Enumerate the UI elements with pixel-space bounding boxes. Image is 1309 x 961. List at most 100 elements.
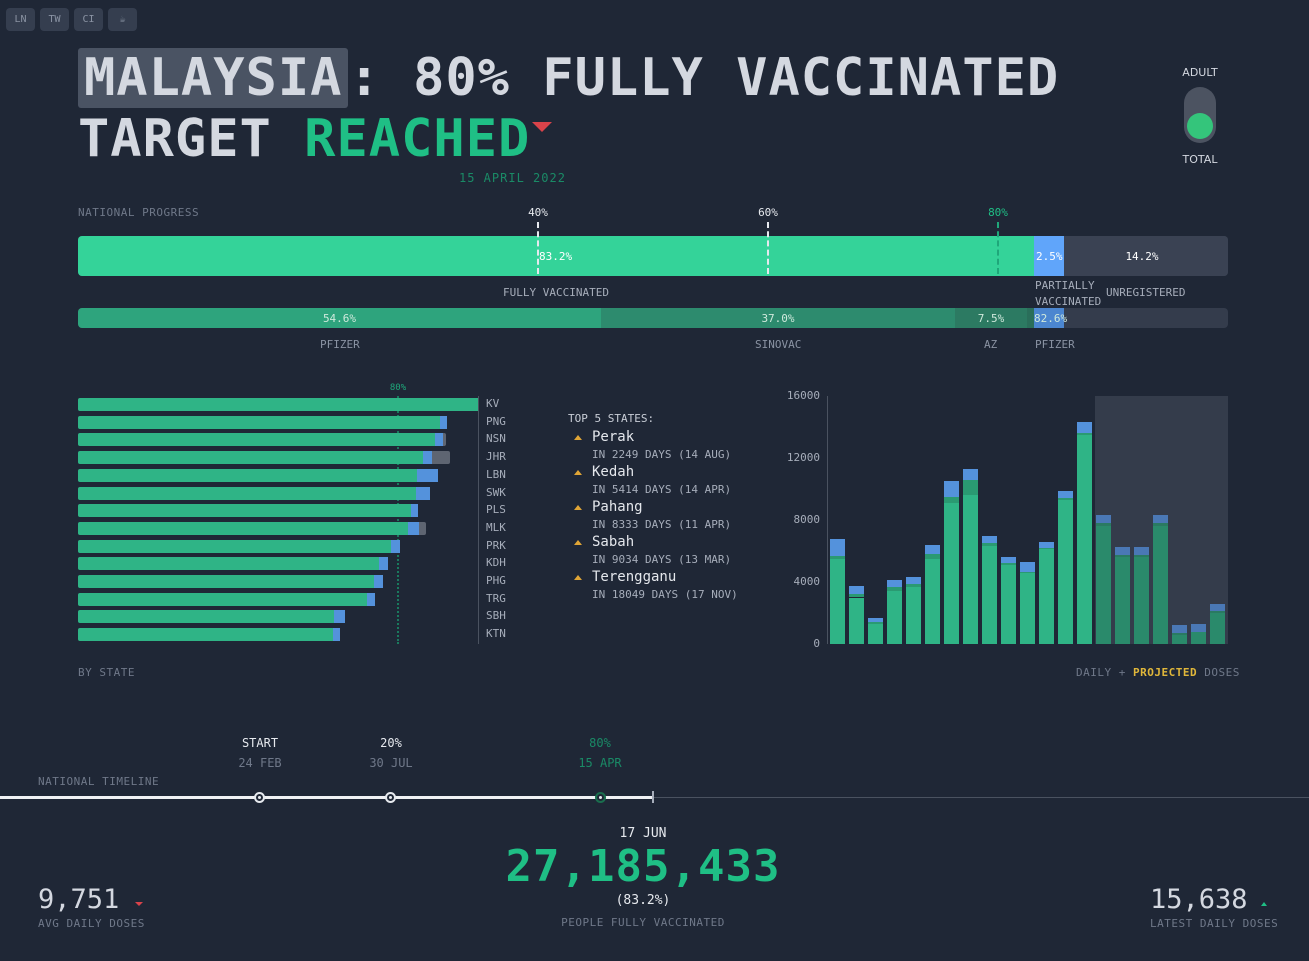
state-code-label: PLS	[486, 503, 506, 517]
state-eta: IN 9034 DAYS (13 MAR)	[592, 553, 732, 566]
state-bar-row[interactable]	[78, 398, 478, 411]
latest-daily-stat: 15,638 LATEST DAILY DOSES	[1150, 884, 1278, 930]
timeline-handle[interactable]	[652, 791, 654, 803]
fully-segment	[78, 468, 418, 482]
state-bar-row[interactable]	[78, 539, 400, 553]
caret-down-icon[interactable]	[532, 122, 553, 132]
caption-doses: DOSES	[1204, 666, 1240, 679]
daily-bar-segment	[1077, 422, 1092, 434]
state-bar-row[interactable]	[78, 468, 438, 482]
state-bar-row[interactable]	[78, 451, 450, 465]
latest-daily-label: LATEST DAILY DOSES	[1150, 917, 1279, 930]
sinovac-segment[interactable]: 37.0%	[601, 308, 955, 328]
partially-vaccinated-segment[interactable]: 2.5%	[1034, 236, 1064, 276]
daily-bar-segment	[963, 495, 978, 644]
az-segment[interactable]: 7.5%	[955, 308, 1027, 328]
daily-bar-segment	[1001, 562, 1016, 565]
top5-item[interactable]: Pahang IN 8333 DAYS (11 APR)	[568, 499, 738, 531]
timeline-node-20[interactable]	[385, 792, 396, 803]
timeline-20-date: 30 JUL	[369, 756, 413, 770]
coffee-button[interactable]: ☕	[108, 8, 137, 31]
toggle-adult-label[interactable]: ADULT	[1182, 66, 1218, 79]
unregistered-label: UNREGISTERED	[1106, 286, 1186, 299]
timeline-node-80[interactable]	[595, 792, 606, 803]
toggle-switch[interactable]	[1184, 87, 1216, 143]
marker-60-line	[767, 222, 769, 274]
state-eta: IN 18049 DAYS (17 NOV)	[592, 588, 738, 601]
marker-40-line	[537, 222, 539, 274]
partial-segment	[416, 486, 430, 500]
daily-bar-segment	[1134, 557, 1149, 644]
fully-vaccinated-segment[interactable]: 83.2%	[78, 236, 1034, 276]
y-tick: 12000	[786, 451, 820, 464]
state-code-label: JHR	[486, 450, 506, 464]
top5-item[interactable]: Kedah IN 5414 DAYS (14 APR)	[568, 464, 738, 496]
pfizer-label: PFIZER	[320, 338, 360, 351]
az-label: AZ	[984, 338, 998, 351]
state-code-label: NSN	[486, 432, 506, 446]
state-bar-row[interactable]	[78, 521, 426, 535]
state-bar-row[interactable]	[78, 504, 419, 518]
daily-bar-segment	[1020, 561, 1035, 572]
state-bar-row[interactable]	[78, 415, 447, 429]
top5-heading: TOP 5 STATES:	[568, 412, 655, 425]
national-progress-label: NATIONAL PROGRESS	[78, 206, 200, 219]
daily-bar-segment	[1115, 554, 1130, 558]
title-reached: REACHED	[304, 109, 531, 169]
linkedin-button[interactable]: LN	[6, 8, 35, 31]
partial-segment	[333, 610, 345, 624]
state-name: Sabah	[592, 534, 635, 550]
partial-segment	[366, 592, 376, 606]
state-bar-row[interactable]	[78, 592, 376, 606]
state-bar-row[interactable]	[78, 557, 388, 571]
daily-chart-caption: DAILY + PROJECTED DOSES	[1076, 666, 1240, 679]
pfizer-segment[interactable]: 54.6%	[78, 308, 601, 328]
daily-bar-segment	[1077, 434, 1092, 644]
daily-bar-segment	[1191, 631, 1206, 644]
fully-segment	[78, 557, 379, 571]
top5-item[interactable]: Terengganu IN 18049 DAYS (17 NOV)	[568, 569, 738, 601]
toggle-total-label[interactable]: TOTAL	[1182, 153, 1218, 166]
state-eta: IN 2249 DAYS (14 AUG)	[592, 448, 732, 461]
top5-item[interactable]: Perak IN 2249 DAYS (14 AUG)	[568, 429, 738, 461]
partial-segment	[439, 415, 447, 429]
twitter-button[interactable]: TW	[40, 8, 69, 31]
daily-bar-segment	[944, 502, 959, 644]
daily-bar-segment	[1058, 490, 1073, 499]
partial-segment	[332, 628, 340, 642]
fully-segment	[78, 486, 416, 500]
state-80-label: 80%	[389, 383, 407, 393]
timeline-node-start[interactable]	[254, 792, 265, 803]
daily-bar-segment	[944, 481, 959, 497]
state-bar-row[interactable]	[78, 486, 430, 500]
country-selector[interactable]: MALAYSIA	[78, 48, 349, 108]
daily-bar-segment	[944, 496, 959, 503]
daily-bar-segment	[925, 558, 940, 644]
ci-icon: CI	[82, 14, 95, 25]
daily-bar-segment	[982, 543, 997, 547]
marker-40-label: 40%	[528, 206, 548, 219]
daily-bar-segment	[1039, 541, 1054, 548]
page-title: MALAYSIA: 80% FULLY VACCINATED	[78, 44, 1059, 112]
state-bar-row[interactable]	[78, 575, 383, 588]
fully-segment	[78, 415, 440, 429]
vaccine-breakdown-bar: 54.6% 37.0% 7.5% 82.6%	[78, 308, 1228, 328]
partial-pfizer-segment[interactable]: 82.6%	[1034, 308, 1068, 328]
twitter-icon: TW	[48, 14, 61, 25]
state-code-label: PRK	[486, 538, 506, 552]
daily-bar-segment	[1191, 623, 1206, 632]
unregistered-segment[interactable]: 14.2%	[1064, 236, 1228, 276]
top5-item[interactable]: Sabah IN 9034 DAYS (13 MAR)	[568, 534, 738, 566]
partial-segment	[408, 521, 419, 535]
state-bar-row[interactable]	[78, 433, 447, 447]
timeline-remaining	[653, 797, 1309, 798]
state-bar-row[interactable]	[78, 628, 340, 642]
fully-segment	[78, 521, 408, 535]
daily-bar-segment	[1058, 499, 1073, 644]
fully-segment	[78, 433, 435, 447]
ci-button[interactable]: CI	[74, 8, 103, 31]
unregistered-segment	[431, 451, 450, 465]
daily-bar-segment	[1096, 523, 1111, 527]
partial-pfizer-pct: 82.6%	[1034, 311, 1068, 325]
state-bar-row[interactable]	[78, 610, 345, 624]
